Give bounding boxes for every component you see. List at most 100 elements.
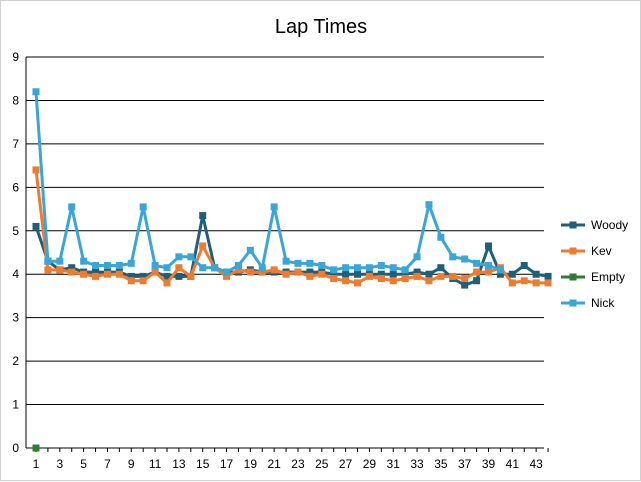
data-point-kev (56, 266, 64, 274)
data-point-woody (127, 272, 135, 280)
data-point-nick (211, 264, 219, 272)
series-empty (32, 444, 40, 452)
data-point-nick (413, 253, 421, 261)
data-point-kev (223, 272, 231, 280)
series-nick (32, 88, 504, 276)
x-tick-label: 25 (315, 457, 329, 471)
data-point-nick (437, 233, 445, 241)
data-point-woody (175, 272, 183, 280)
legend-marker-kev (569, 247, 577, 255)
data-point-kev (258, 268, 266, 276)
data-point-woody (342, 270, 350, 278)
data-point-kev (461, 275, 469, 283)
data-point-kev (294, 268, 302, 276)
data-point-woody (377, 270, 385, 278)
data-point-woody (199, 212, 207, 220)
data-point-nick (199, 264, 207, 272)
data-point-kev (103, 270, 111, 278)
data-point-kev (199, 242, 207, 250)
legend-label-kev: Kev (591, 244, 612, 258)
data-point-kev (425, 277, 433, 285)
x-tick-label: 1 (33, 457, 40, 471)
data-point-kev (485, 268, 493, 276)
data-point-nick (401, 266, 409, 274)
data-point-nick (330, 266, 338, 274)
legend-marker-woody (569, 221, 577, 229)
data-point-nick (234, 262, 242, 270)
data-point-woody (389, 270, 397, 278)
legend-item-kev: Kev (561, 244, 612, 258)
data-point-nick (115, 262, 123, 270)
data-point-nick (294, 259, 302, 267)
data-point-kev (306, 272, 314, 280)
y-tick-label: 2 (12, 354, 19, 368)
data-point-kev (389, 277, 397, 285)
data-point-kev (532, 279, 540, 287)
y-tick-label: 3 (12, 311, 19, 325)
data-point-nick (342, 264, 350, 272)
data-point-kev (342, 277, 350, 285)
data-point-kev (234, 266, 242, 274)
y-tick-label: 1 (12, 398, 19, 412)
data-point-kev (318, 270, 326, 278)
data-point-woody (32, 222, 40, 230)
series-line-nick (34, 91, 501, 274)
data-point-nick (461, 255, 469, 263)
data-point-kev (139, 277, 147, 285)
data-point-woody (354, 270, 362, 278)
data-point-nick (354, 264, 362, 272)
data-point-nick (485, 262, 493, 270)
data-point-nick (32, 88, 40, 96)
data-point-woody (92, 268, 100, 276)
data-point-nick (139, 203, 147, 211)
data-point-woody (163, 272, 171, 280)
data-point-nick (389, 264, 397, 272)
data-point-woody (508, 270, 516, 278)
legend-marker-empty (569, 273, 577, 281)
x-tick-label: 9 (128, 457, 135, 471)
data-point-nick (246, 246, 254, 254)
data-point-nick (496, 266, 504, 274)
y-tick-label: 4 (12, 267, 19, 281)
y-tick-label: 0 (12, 441, 19, 455)
data-point-woody (461, 281, 469, 289)
data-point-kev (437, 272, 445, 280)
data-point-woody (485, 242, 493, 250)
legend-label-nick: Nick (591, 296, 615, 310)
x-tick-label: 5 (80, 457, 87, 471)
data-point-kev (92, 272, 100, 280)
x-tick-label: 27 (339, 457, 353, 471)
x-tick-label: 35 (434, 457, 448, 471)
y-tick-label: 5 (12, 224, 19, 238)
data-point-kev (544, 279, 552, 287)
data-point-woody (425, 270, 433, 278)
x-tick-label: 21 (267, 457, 281, 471)
data-point-kev (449, 272, 457, 280)
data-point-nick (473, 259, 481, 267)
data-point-nick (68, 203, 76, 211)
data-point-kev (282, 270, 290, 278)
data-point-kev (270, 266, 278, 274)
data-point-kev (175, 264, 183, 272)
x-tick-label: 17 (220, 457, 234, 471)
data-point-nick (92, 262, 100, 270)
data-point-kev (151, 268, 159, 276)
data-point-kev (473, 268, 481, 276)
data-point-nick (175, 253, 183, 261)
data-point-kev (127, 277, 135, 285)
x-tick-label: 43 (529, 457, 543, 471)
data-point-woody (437, 264, 445, 272)
data-point-nick (127, 259, 135, 267)
x-tick-label: 41 (506, 457, 520, 471)
data-point-woody (496, 270, 504, 278)
chart-title: Lap Times (275, 16, 367, 38)
data-point-nick (223, 268, 231, 276)
data-point-kev (365, 272, 373, 280)
data-point-nick (163, 264, 171, 272)
data-point-kev (377, 275, 385, 283)
x-tick-label: 15 (196, 457, 210, 471)
legend: Woody Kev Empty Nick (561, 218, 628, 310)
data-point-nick (103, 262, 111, 270)
legend-label-woody: Woody (591, 218, 628, 232)
